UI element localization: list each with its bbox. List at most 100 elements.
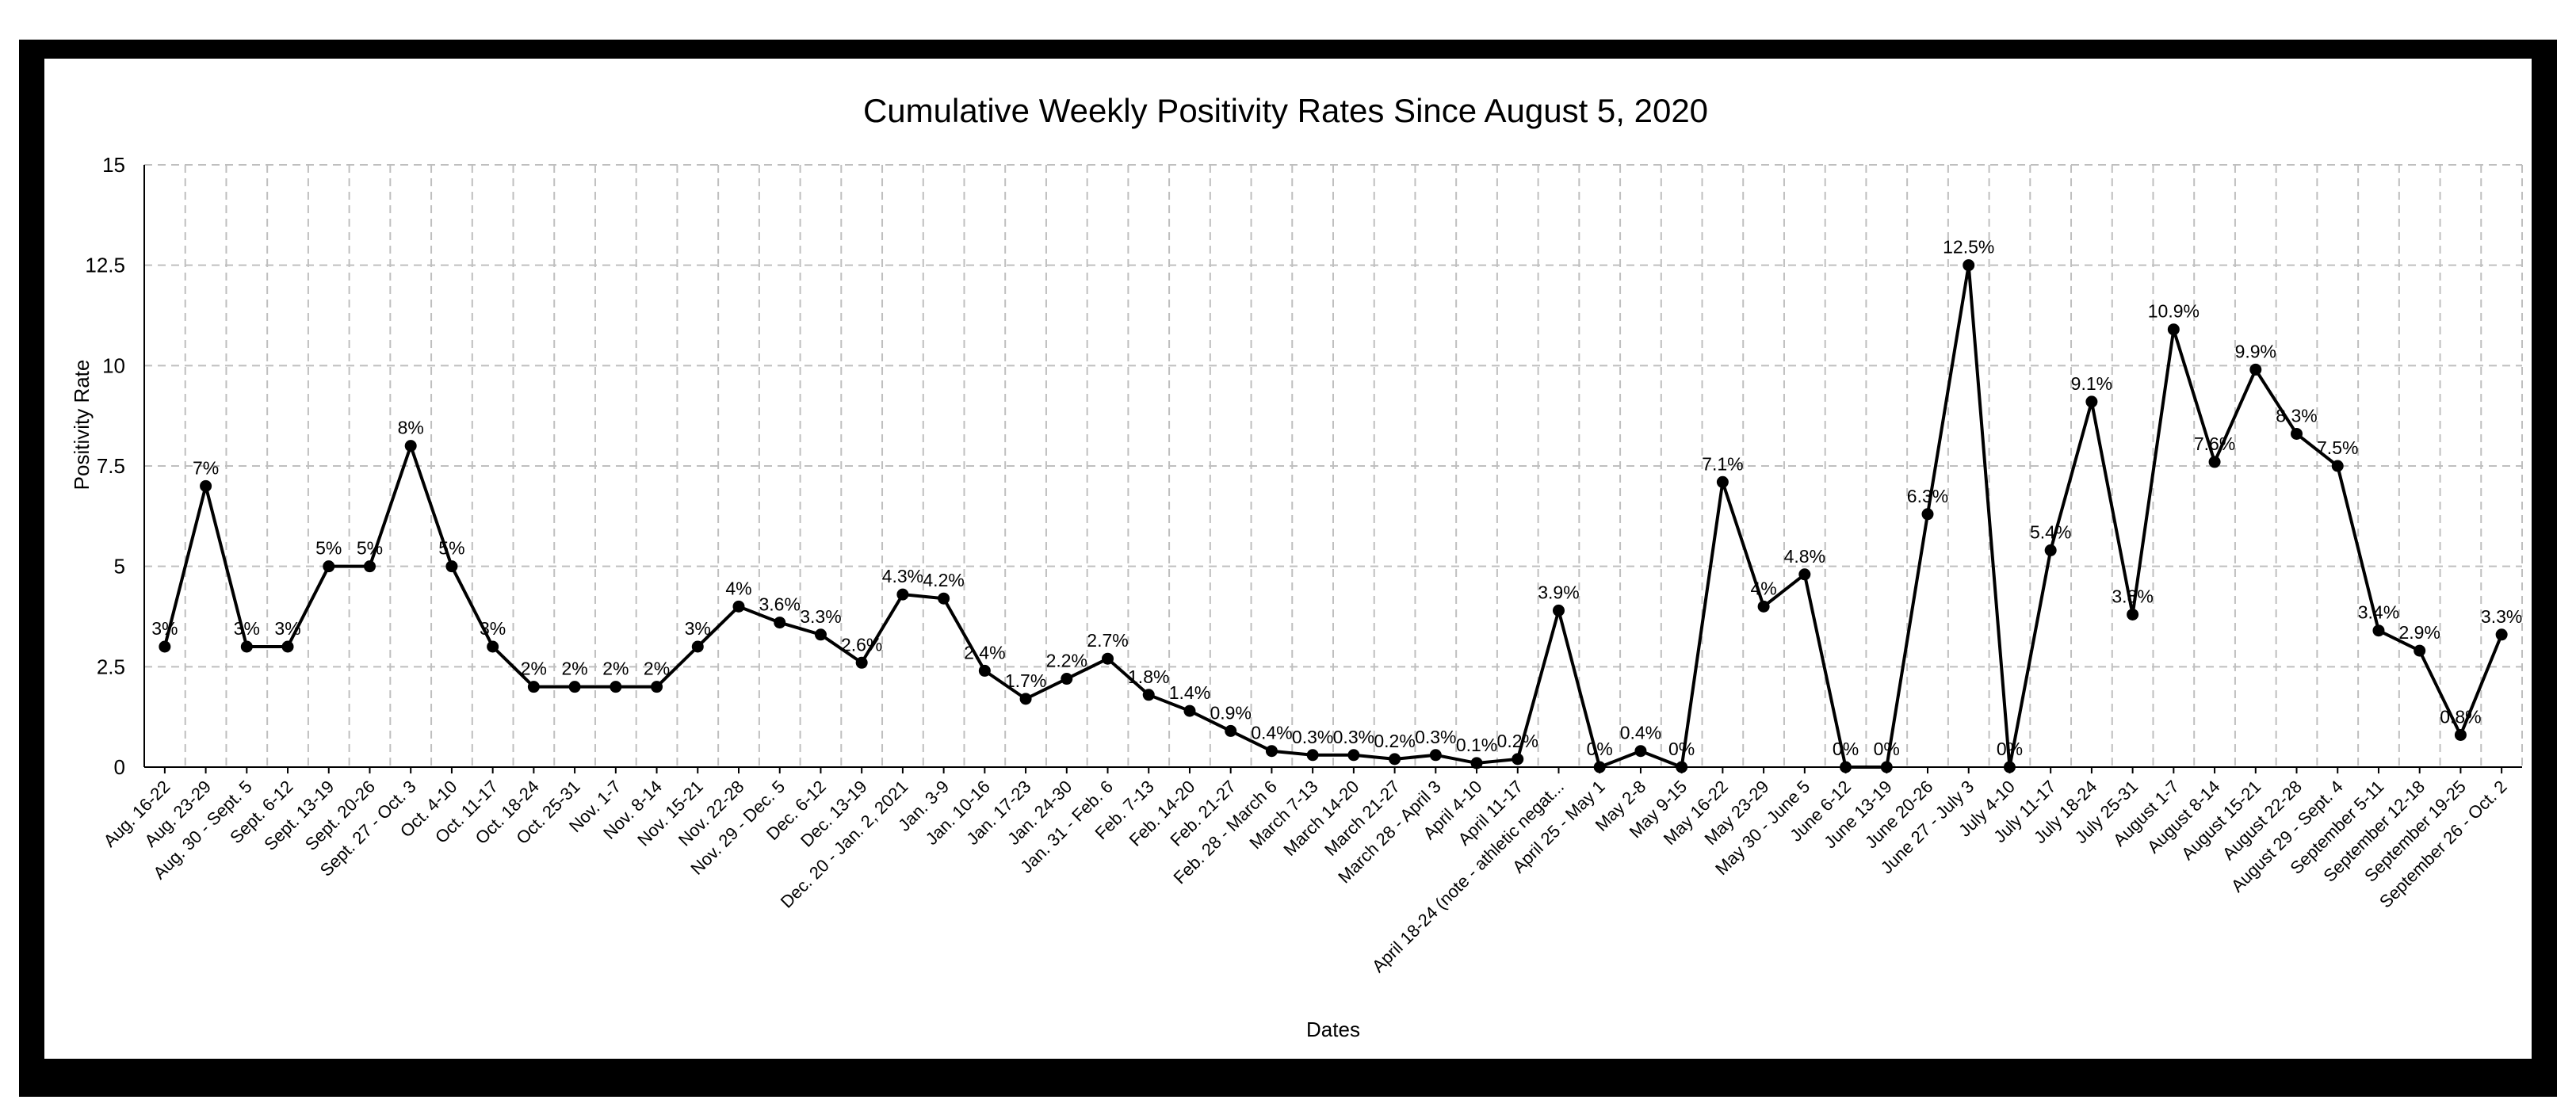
data-point: [978, 664, 991, 677]
data-point: [2414, 644, 2426, 657]
data-point: [2372, 624, 2385, 637]
data-label: 4.3%: [882, 566, 923, 586]
data-label: 2.2%: [1046, 651, 1087, 671]
data-point: [159, 640, 171, 653]
data-point: [281, 640, 294, 653]
data-label: 3%: [234, 618, 260, 639]
data-point: [1183, 705, 1196, 717]
data-label: 8.3%: [2276, 405, 2317, 426]
data-label: 2%: [602, 659, 629, 679]
data-point: [1470, 757, 1483, 769]
data-label: 0%: [1587, 739, 1613, 759]
data-label: 3.8%: [2112, 586, 2153, 606]
data-label: 3.9%: [1538, 582, 1579, 602]
data-point: [1552, 604, 1565, 617]
data-label: 2.4%: [964, 642, 1005, 663]
data-label: 5.4%: [2030, 521, 2071, 542]
data-label: 0.3%: [1292, 727, 1333, 747]
y-tick-label: 10: [102, 353, 125, 377]
data-label: 0.1%: [1456, 735, 1497, 755]
data-label: 3%: [274, 618, 300, 639]
data-point: [1593, 761, 1606, 773]
data-point: [487, 640, 499, 653]
data-point: [404, 440, 417, 452]
y-tick-label: 7.5: [97, 454, 125, 478]
data-point: [1389, 753, 1401, 766]
data-point: [1716, 475, 1729, 488]
data-point: [1880, 761, 1893, 773]
data-label: 7.6%: [2194, 433, 2235, 454]
data-point: [1265, 745, 1278, 758]
data-point: [2044, 544, 2057, 556]
data-points: [159, 259, 2508, 773]
data-point: [323, 560, 335, 573]
data-point: [1061, 673, 1073, 685]
data-point: [568, 681, 581, 693]
data-label: 0.2%: [1374, 731, 1415, 751]
data-label: 3.4%: [2358, 602, 2399, 623]
data-label: 0%: [1997, 739, 2023, 759]
data-point: [2208, 456, 2221, 468]
data-label: 3%: [480, 618, 506, 639]
data-label: 1.7%: [1005, 670, 1046, 691]
data-point: [938, 592, 950, 605]
data-label: 9.1%: [2071, 373, 2112, 394]
data-point: [1429, 749, 1442, 762]
data-label: 6.3%: [1907, 486, 1948, 506]
data-point: [1757, 600, 1770, 613]
data-point: [2495, 628, 2508, 641]
data-label: 4%: [725, 578, 751, 598]
y-tick-label: 0: [114, 755, 125, 779]
data-point: [240, 640, 253, 653]
data-point: [2127, 608, 2139, 621]
data-point: [774, 617, 786, 629]
data-label: 3.3%: [800, 606, 841, 627]
y-tick-label: 2.5: [97, 655, 125, 678]
data-point: [896, 588, 909, 601]
y-tick-label: 12.5: [85, 254, 125, 277]
data-labels: 3%7%3% 3%5% 5%8%5%3%2% 2% 2% 2%3%4%3.6%3.3%2.…: [151, 237, 2522, 759]
data-label: 0%: [1874, 739, 1900, 759]
data-label: 0%: [1833, 739, 1859, 759]
x-axis-label: Dates: [1306, 1018, 1360, 1041]
data-label: 2%: [644, 659, 670, 679]
data-point: [1798, 568, 1811, 581]
data-label: 0%: [1668, 739, 1695, 759]
data-label: 2%: [561, 659, 587, 679]
data-label: 2.9%: [2398, 622, 2440, 643]
data-label: 4.8%: [1784, 546, 1825, 567]
data-point: [2167, 323, 2180, 336]
data-label: 0.3%: [1415, 727, 1456, 747]
data-label: 3.6%: [759, 594, 801, 615]
data-label: 0.9%: [1210, 702, 1251, 723]
data-label: 5%: [357, 538, 383, 559]
data-point: [1347, 749, 1360, 762]
data-label: 7.1%: [1702, 453, 1743, 474]
data-point: [1840, 761, 1852, 773]
data-label: 4.2%: [923, 570, 964, 590]
data-label: 0.2%: [1497, 731, 1538, 751]
data-point: [527, 681, 540, 693]
data-point: [1963, 259, 1975, 272]
data-label: 12.5%: [1943, 237, 1994, 258]
data-point: [691, 640, 704, 653]
data-point: [651, 681, 663, 693]
data-point: [732, 600, 745, 613]
data-label: 0.4%: [1251, 723, 1292, 743]
series-line: [162, 263, 2503, 769]
data-label: 0.8%: [2440, 706, 2481, 727]
data-point: [814, 628, 827, 641]
data-point: [1676, 761, 1688, 773]
data-point: [2085, 395, 2098, 408]
data-point: [445, 560, 458, 573]
data-label: 2.7%: [1087, 630, 1128, 651]
data-point: [2291, 427, 2303, 440]
data-label: 0.4%: [1620, 723, 1661, 743]
data-point: [1102, 652, 1114, 665]
data-label: 3%: [685, 618, 711, 639]
data-point: [2454, 728, 2467, 741]
data-point: [610, 681, 622, 693]
data-point: [1634, 745, 1647, 758]
chart-panel: Cumulative Weekly Positivity Rates Since…: [44, 59, 2532, 1059]
data-label: 2%: [521, 659, 547, 679]
